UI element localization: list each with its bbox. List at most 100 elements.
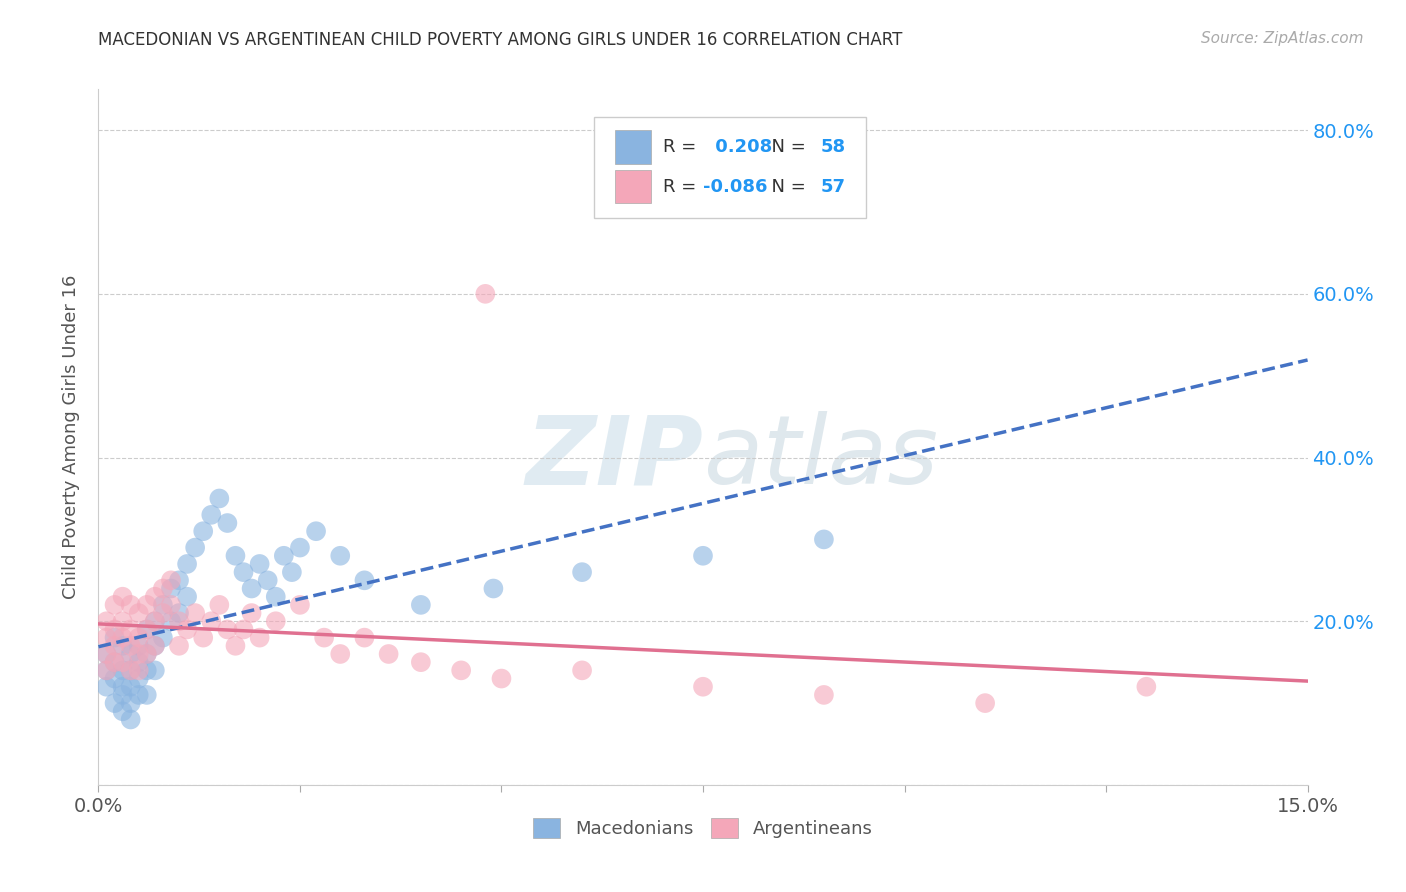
Point	[120, 598, 142, 612]
Point	[143, 590, 166, 604]
Point	[167, 639, 190, 653]
Point	[128, 664, 150, 678]
Point	[111, 655, 134, 669]
Point	[314, 631, 336, 645]
Point	[450, 664, 472, 678]
Point	[353, 574, 375, 588]
Point	[103, 598, 125, 612]
Point	[96, 680, 118, 694]
Point	[120, 680, 142, 694]
Legend: Macedonians, Argentineans: Macedonians, Argentineans	[526, 811, 880, 846]
Point	[128, 672, 150, 686]
Point	[692, 680, 714, 694]
Point	[143, 614, 166, 628]
Y-axis label: Child Poverty Among Girls Under 16: Child Poverty Among Girls Under 16	[62, 275, 80, 599]
Point	[377, 647, 399, 661]
Point	[288, 598, 311, 612]
Point	[103, 631, 125, 645]
Point	[167, 574, 190, 588]
Text: Source: ZipAtlas.com: Source: ZipAtlas.com	[1201, 31, 1364, 46]
Point	[482, 582, 505, 596]
Point	[143, 664, 166, 678]
Point	[232, 565, 254, 579]
Point	[409, 598, 432, 612]
Point	[1135, 680, 1157, 694]
Point	[167, 606, 190, 620]
Point	[111, 631, 134, 645]
Point	[305, 524, 328, 539]
Point	[152, 606, 174, 620]
Point	[281, 565, 304, 579]
Point	[571, 664, 593, 678]
Point	[176, 590, 198, 604]
Text: R =: R =	[664, 138, 702, 156]
Point	[135, 647, 157, 661]
Point	[232, 623, 254, 637]
Point	[128, 655, 150, 669]
Point	[120, 647, 142, 661]
Point	[135, 647, 157, 661]
Point	[160, 574, 183, 588]
Point	[249, 631, 271, 645]
Point	[111, 680, 134, 694]
Point	[120, 696, 142, 710]
Point	[571, 565, 593, 579]
Point	[353, 631, 375, 645]
Bar	[614, 130, 651, 163]
Point	[152, 582, 174, 596]
Point	[111, 639, 134, 653]
Text: -0.086: -0.086	[703, 178, 768, 195]
Point	[249, 557, 271, 571]
Point	[103, 696, 125, 710]
Point	[160, 582, 183, 596]
Text: MACEDONIAN VS ARGENTINEAN CHILD POVERTY AMONG GIRLS UNDER 16 CORRELATION CHART: MACEDONIAN VS ARGENTINEAN CHILD POVERTY …	[98, 31, 903, 49]
Point	[813, 533, 835, 547]
Text: N =: N =	[759, 178, 811, 195]
Point	[152, 598, 174, 612]
Point	[96, 664, 118, 678]
Text: 57: 57	[820, 178, 845, 195]
Point	[103, 623, 125, 637]
Point	[128, 606, 150, 620]
Point	[128, 647, 150, 661]
Point	[143, 639, 166, 653]
Point	[217, 516, 239, 530]
Point	[111, 614, 134, 628]
Point	[120, 713, 142, 727]
Point	[96, 647, 118, 661]
Point	[103, 655, 125, 669]
Point	[135, 664, 157, 678]
Point	[264, 614, 287, 628]
Point	[240, 606, 263, 620]
Point	[103, 672, 125, 686]
Point	[103, 639, 125, 653]
Text: N =: N =	[759, 138, 811, 156]
Point	[111, 688, 134, 702]
Point	[474, 286, 496, 301]
Point	[409, 655, 432, 669]
Point	[135, 623, 157, 637]
Point	[491, 672, 513, 686]
Point	[167, 614, 190, 628]
Point	[96, 647, 118, 661]
Point	[103, 655, 125, 669]
Point	[160, 614, 183, 628]
Point	[96, 664, 118, 678]
Point	[240, 582, 263, 596]
Point	[264, 590, 287, 604]
Point	[96, 614, 118, 628]
Point	[120, 664, 142, 678]
Point	[135, 598, 157, 612]
Point	[184, 541, 207, 555]
Point	[120, 639, 142, 653]
Point	[111, 590, 134, 604]
Point	[135, 623, 157, 637]
Point	[288, 541, 311, 555]
Text: 0.208: 0.208	[709, 138, 772, 156]
Point	[273, 549, 295, 563]
Point	[128, 631, 150, 645]
Point	[184, 606, 207, 620]
Point	[193, 631, 215, 645]
Point	[96, 631, 118, 645]
Point	[143, 614, 166, 628]
